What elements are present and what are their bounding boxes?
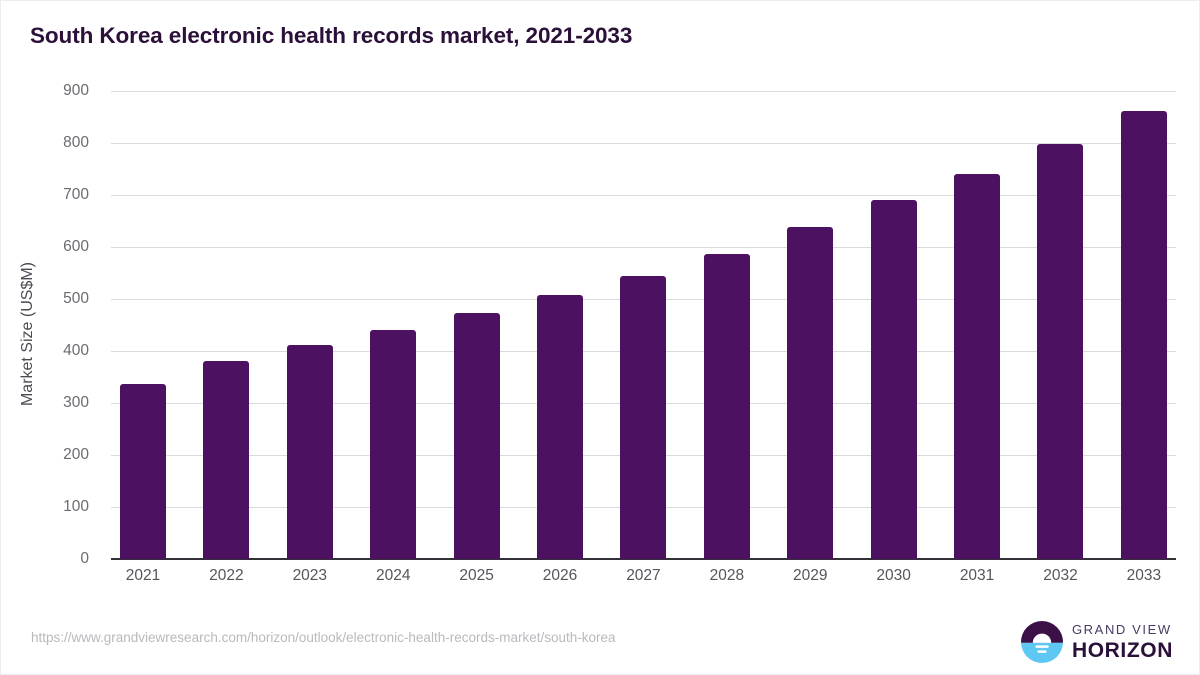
bar-2028[interactable] — [703, 253, 750, 559]
bar-slot — [1120, 91, 1167, 559]
gridline — [111, 91, 1176, 92]
bar-2022[interactable] — [203, 360, 250, 559]
x-axis-line — [111, 558, 1176, 560]
y-axis-tick-label: 700 — [63, 186, 89, 203]
y-axis-tick-label: 600 — [63, 238, 89, 255]
y-axis-ticks: 0 100 200 300 400 500 600 700 800 900 — [1, 82, 101, 567]
bar-slot — [620, 91, 667, 559]
bar-2023[interactable] — [286, 344, 333, 559]
brand-name-secondary: HORIZON — [1071, 639, 1173, 662]
bar-slot — [1037, 91, 1084, 559]
x-axis-tick-label: 2027 — [626, 567, 661, 584]
x-axis-tick-label: 2032 — [1043, 567, 1078, 584]
bar-2032[interactable] — [1037, 143, 1084, 559]
bar-2027[interactable] — [620, 276, 667, 559]
x-axis-tick-label: 2033 — [1126, 567, 1162, 584]
bar-slot — [537, 91, 584, 559]
brand-logo-text: GRAND VIEW HORIZON — [1072, 623, 1173, 661]
bar-2033[interactable] — [1120, 110, 1167, 559]
bar-slot — [286, 91, 333, 559]
bar-2029[interactable] — [787, 227, 834, 559]
bar-slot — [203, 91, 250, 559]
x-axis-tick-label: 2026 — [542, 567, 578, 584]
bar-2026[interactable] — [537, 295, 584, 559]
x-axis-tick-label: 2031 — [959, 567, 995, 584]
bar-series — [111, 91, 1176, 559]
gridline — [111, 195, 1176, 196]
x-axis-tick-label: 2025 — [459, 567, 494, 584]
gridline — [111, 143, 1176, 144]
y-axis-tick-label: 800 — [63, 134, 89, 151]
bar-2031[interactable] — [954, 173, 1001, 559]
bar-slot — [703, 91, 750, 559]
x-axis-tick-label: 2028 — [709, 567, 745, 584]
gridline — [111, 247, 1176, 248]
bar-slot — [453, 91, 500, 559]
y-axis-tick-label: 300 — [63, 394, 89, 411]
x-axis-tick-label: 2029 — [793, 567, 828, 584]
horizon-logo-icon — [1020, 621, 1063, 663]
x-axis-ticks: 2021 2022 2023 2024 2025 2026 2027 2028 2029 2030… — [111, 567, 1176, 585]
y-axis-tick-label: 200 — [63, 446, 89, 463]
brand-logo: GRAND VIEW HORIZON — [1020, 621, 1173, 663]
x-axis-tick-label: 2021 — [125, 567, 161, 584]
bar-slot — [120, 91, 166, 559]
y-axis-tick-label: 0 — [80, 550, 89, 567]
bar-2021[interactable] — [120, 383, 166, 559]
y-axis-tick-label: 900 — [63, 82, 89, 99]
bar-slot — [870, 91, 917, 559]
bar-slot — [954, 91, 1001, 559]
bar-2024[interactable] — [370, 329, 417, 559]
x-axis-tick-label: 2030 — [876, 567, 911, 584]
x-axis-tick-label: 2022 — [209, 567, 244, 584]
x-axis-tick-label: 2023 — [292, 567, 328, 584]
bar-slot — [370, 91, 417, 559]
x-axis-tick-label: 2024 — [375, 567, 411, 584]
y-axis-tick-label: 400 — [63, 342, 89, 359]
bar-2030[interactable] — [870, 199, 917, 559]
source-url[interactable]: https://www.grandviewresearch.com/horizo… — [31, 630, 616, 645]
brand-name-primary: GRAND VIEW — [1071, 622, 1172, 637]
y-axis-tick-label: 500 — [63, 290, 89, 307]
bar-slot — [787, 91, 834, 559]
page-title: South Korea electronic health records ma… — [30, 23, 633, 48]
y-axis-tick-label: 100 — [63, 498, 89, 515]
plot-area — [111, 91, 1176, 560]
bar-2025[interactable] — [453, 313, 500, 559]
